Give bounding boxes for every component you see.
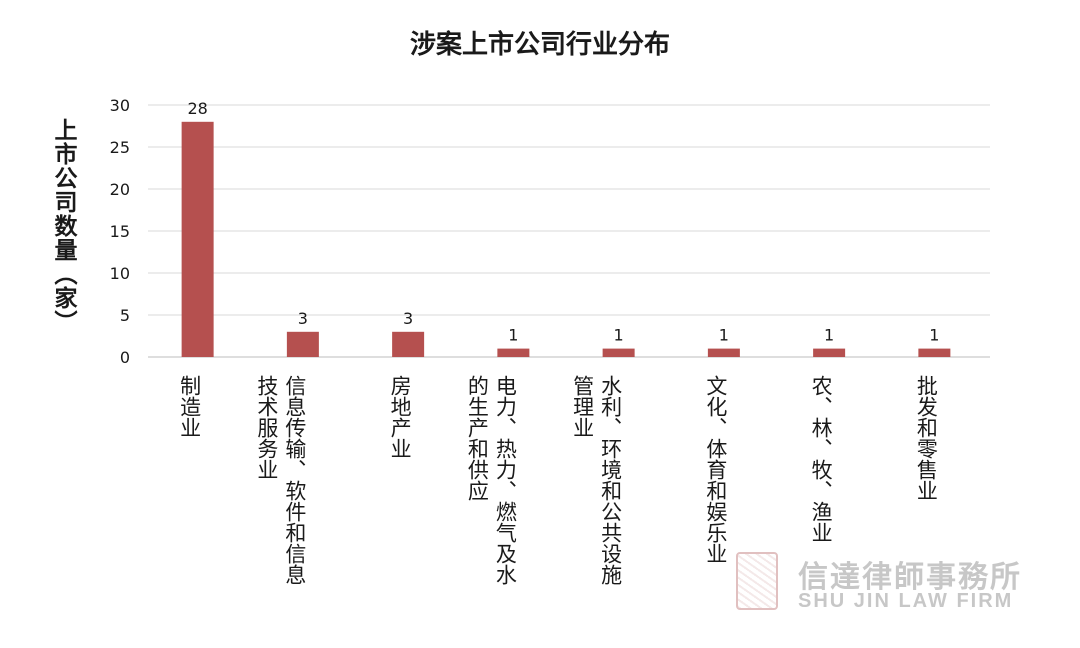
firm-name-en: SHU JIN LAW FIRM (798, 590, 1014, 612)
bar (392, 331, 425, 357)
bars (181, 121, 951, 357)
bar (497, 348, 530, 357)
firm-watermark: 信達律師事務所 SHU JIN LAW FIRM (736, 548, 1036, 618)
bar (286, 331, 319, 357)
seal-logo (736, 552, 778, 610)
bar (181, 121, 214, 357)
y-tick-label: 10 (110, 264, 130, 283)
x-tick-label: 文化、体育和娱乐业 (703, 375, 728, 564)
data-label: 1 (508, 326, 518, 345)
y-tick-labels: 0 5 10 15 20 25 30 (110, 96, 130, 367)
x-tick-label: 批发和零售业 (914, 375, 939, 501)
data-label: 28 (187, 99, 207, 118)
data-label: 3 (403, 309, 413, 328)
y-tick-label: 20 (110, 180, 130, 199)
y-tick-label: 15 (110, 222, 130, 241)
x-tick-label: 制造业 (177, 375, 202, 438)
firm-name-cn: 信達律師事務所 (798, 560, 1022, 595)
data-label: 1 (614, 326, 624, 345)
y-tick-label: 30 (110, 96, 130, 115)
data-label: 1 (824, 326, 834, 345)
data-labels: 28 3 3 1 1 1 1 1 (187, 99, 939, 345)
y-tick-label: 0 (120, 348, 130, 367)
bar (918, 348, 951, 357)
x-tick-label: 信息传输、软件和信息 技术服务业 (254, 375, 307, 585)
x-tick-label: 房地产业 (388, 375, 413, 459)
x-tick-label: 电力、热力、燃气及水 的生产和供应 (465, 375, 518, 585)
x-tick-label: 农、林、牧、渔业 (809, 375, 834, 543)
y-axis-label: 上市公司数量（家） (50, 118, 76, 334)
data-label: 3 (298, 309, 308, 328)
data-label: 1 (929, 326, 939, 345)
data-label: 1 (719, 326, 729, 345)
bar (707, 348, 740, 357)
bar (602, 348, 635, 357)
gridlines (148, 104, 990, 358)
chart-title: 涉案上市公司行业分布 (409, 30, 670, 60)
y-tick-label: 25 (110, 138, 130, 157)
x-tick-label: 水利、环境和公共设施 管理业 (570, 375, 623, 585)
y-tick-label: 5 (120, 306, 130, 325)
bar (813, 348, 846, 357)
